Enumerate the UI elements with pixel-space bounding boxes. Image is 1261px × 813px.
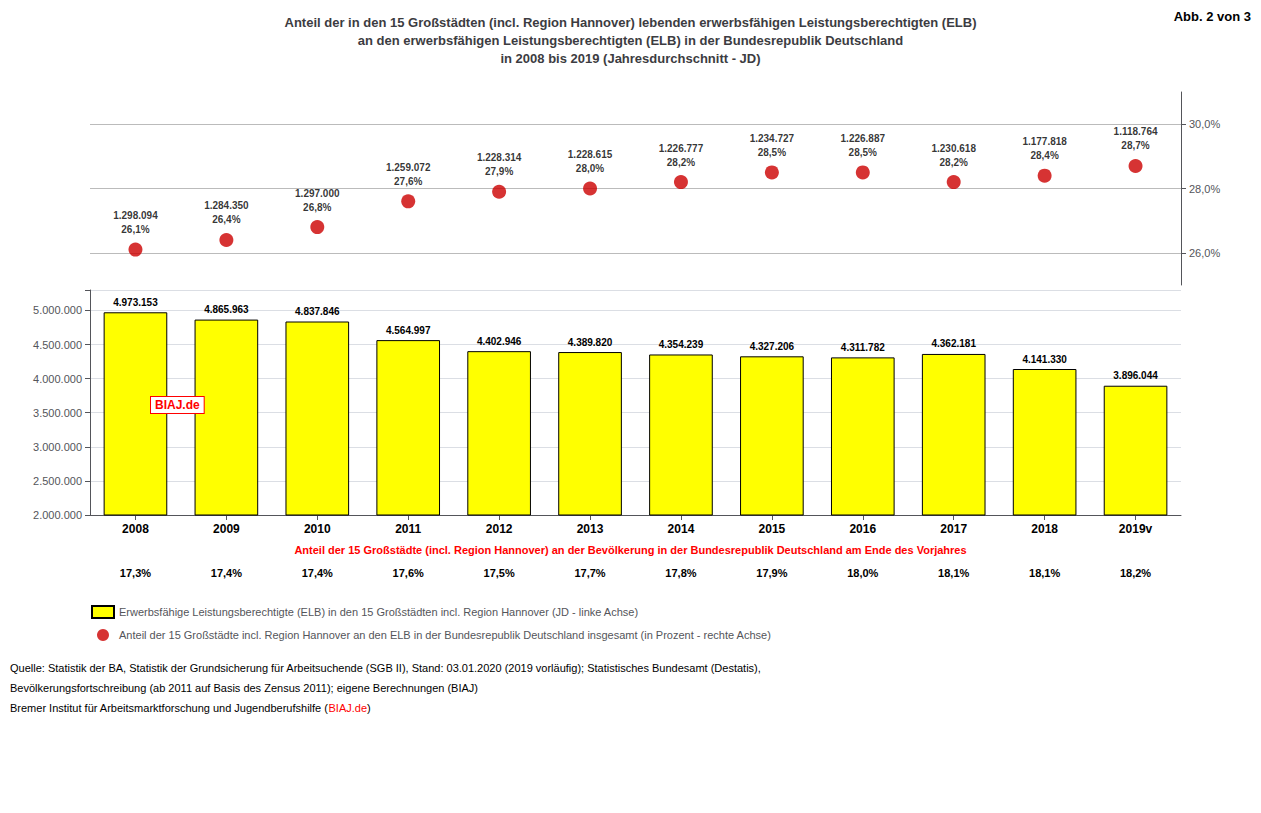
svg-text:26,0%: 26,0% (1189, 247, 1220, 259)
svg-text:4.000.000: 4.000.000 (33, 373, 82, 385)
svg-text:2008: 2008 (122, 522, 149, 536)
svg-text:2.000.000: 2.000.000 (33, 509, 82, 521)
svg-text:4.973.153: 4.973.153 (113, 297, 158, 308)
svg-text:1.177.818: 1.177.818 (1022, 136, 1067, 147)
svg-text:4.141.330: 4.141.330 (1022, 354, 1067, 365)
svg-text:18,1%: 18,1% (1029, 567, 1060, 579)
svg-text:28,2%: 28,2% (940, 157, 968, 168)
svg-text:18,0%: 18,0% (847, 567, 878, 579)
svg-text:4.354.239: 4.354.239 (659, 339, 704, 350)
svg-text:26,8%: 26,8% (303, 202, 331, 213)
svg-text:4.389.820: 4.389.820 (568, 337, 613, 348)
svg-text:2010: 2010 (304, 522, 331, 536)
svg-text:2013: 2013 (577, 522, 604, 536)
svg-text:18,1%: 18,1% (938, 567, 969, 579)
svg-text:1.228.314: 1.228.314 (477, 152, 522, 163)
svg-text:17,7%: 17,7% (574, 567, 605, 579)
svg-text:28,4%: 28,4% (1030, 150, 1058, 161)
svg-text:1.118.764: 1.118.764 (1114, 126, 1158, 137)
svg-text:2009: 2009 (213, 522, 240, 536)
svg-text:28,0%: 28,0% (576, 163, 604, 174)
svg-text:1.259.072: 1.259.072 (386, 162, 431, 173)
svg-text:Anteil der 15 Großstädte incl.: Anteil der 15 Großstädte incl. Region Ha… (119, 629, 771, 641)
svg-text:Quelle: Statistik der BA, Stat: Quelle: Statistik der BA, Statistik der … (10, 662, 761, 674)
svg-text:17,6%: 17,6% (393, 567, 424, 579)
svg-text:17,4%: 17,4% (302, 567, 333, 579)
svg-text:18,2%: 18,2% (1120, 567, 1151, 579)
svg-text:3.500.000: 3.500.000 (33, 407, 82, 419)
svg-text:26,4%: 26,4% (212, 214, 240, 225)
svg-text:27,9%: 27,9% (485, 166, 513, 177)
svg-text:17,9%: 17,9% (756, 567, 787, 579)
svg-text:2018: 2018 (1031, 522, 1058, 536)
svg-text:28,7%: 28,7% (1121, 140, 1149, 151)
svg-text:2016: 2016 (849, 522, 876, 536)
svg-text:): ) (367, 702, 371, 714)
svg-text:17,4%: 17,4% (211, 567, 242, 579)
svg-text:3.000.000: 3.000.000 (33, 441, 82, 453)
svg-text:28,5%: 28,5% (758, 147, 786, 158)
svg-text:17,3%: 17,3% (120, 567, 151, 579)
svg-text:1.297.000: 1.297.000 (295, 188, 340, 199)
svg-text:BIAJ.de: BIAJ.de (155, 398, 200, 412)
svg-text:3.896.044: 3.896.044 (1113, 370, 1158, 381)
svg-text:4.500.000: 4.500.000 (33, 339, 82, 351)
svg-text:2011: 2011 (395, 522, 421, 536)
svg-text:BIAJ.de: BIAJ.de (329, 702, 368, 714)
svg-text:Anteil der 15 Großstädte (incl: Anteil der 15 Großstädte (incl. Region H… (294, 544, 966, 556)
svg-text:17,5%: 17,5% (484, 567, 515, 579)
svg-text:1.228.615: 1.228.615 (568, 149, 613, 160)
svg-text:1.226.777: 1.226.777 (659, 143, 704, 154)
svg-text:4.327.206: 4.327.206 (750, 341, 795, 352)
svg-text:5.000.000: 5.000.000 (33, 304, 82, 316)
svg-text:4.402.946: 4.402.946 (477, 336, 522, 347)
svg-text:27,6%: 27,6% (394, 176, 422, 187)
svg-text:1.298.094: 1.298.094 (113, 210, 158, 221)
svg-text:4.311.782: 4.311.782 (841, 342, 885, 353)
svg-text:28,0%: 28,0% (1189, 183, 1220, 195)
svg-text:4.837.846: 4.837.846 (295, 306, 340, 317)
svg-text:1.284.350: 1.284.350 (204, 200, 249, 211)
svg-text:2017: 2017 (940, 522, 967, 536)
svg-text:2.500.000: 2.500.000 (33, 475, 82, 487)
svg-text:2019v: 2019v (1119, 522, 1153, 536)
svg-text:26,1%: 26,1% (121, 224, 149, 235)
svg-text:28,2%: 28,2% (667, 157, 695, 168)
svg-text:Erwerbsfähige Leistungsberecht: Erwerbsfähige Leistungsberechtigte (ELB)… (119, 606, 638, 618)
svg-text:Abb. 2 von 3: Abb. 2 von 3 (1174, 9, 1251, 24)
svg-text:2014: 2014 (668, 522, 695, 536)
svg-text:Anteil der in den 15 Großstädt: Anteil der in den 15 Großstädten (incl. … (285, 15, 977, 30)
svg-text:30,0%: 30,0% (1189, 118, 1220, 130)
svg-text:Bevölkerungsfortschreibung (ab: Bevölkerungsfortschreibung (ab 2011 auf … (10, 682, 478, 694)
svg-text:1.226.887: 1.226.887 (841, 133, 886, 144)
svg-text:4.564.997: 4.564.997 (386, 325, 431, 336)
svg-text:4.865.963: 4.865.963 (204, 304, 249, 315)
svg-text:in 2008 bis 2019 (Jahresdurchs: in 2008 bis 2019 (Jahresdurchschnitt - J… (500, 51, 760, 66)
svg-text:4.362.181: 4.362.181 (931, 338, 976, 349)
svg-text:an den erwerbsfähigen Leistung: an den erwerbsfähigen Leistungsberechtig… (358, 33, 903, 48)
svg-text:2012: 2012 (486, 522, 513, 536)
svg-text:28,5%: 28,5% (849, 147, 877, 158)
svg-text:1.234.727: 1.234.727 (750, 133, 795, 144)
svg-text:17,8%: 17,8% (665, 567, 696, 579)
svg-text:Bremer Institut für Arbeitsmar: Bremer Institut für Arbeitsmarktforschun… (10, 702, 328, 714)
svg-text:2015: 2015 (759, 522, 786, 536)
svg-text:1.230.618: 1.230.618 (931, 143, 976, 154)
